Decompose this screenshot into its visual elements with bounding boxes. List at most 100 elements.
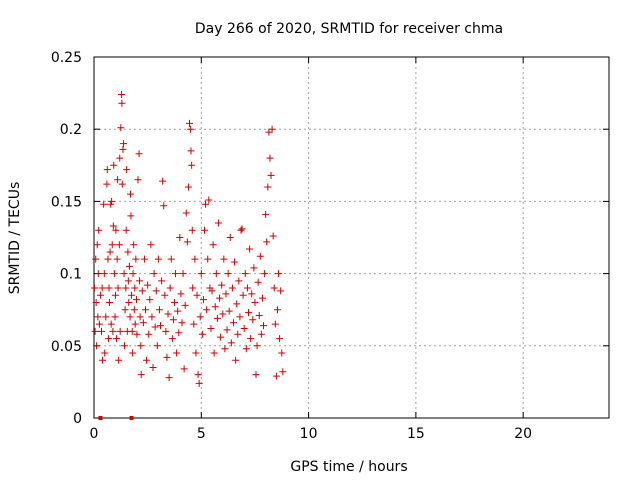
data-point	[275, 270, 283, 278]
data-point	[273, 306, 281, 314]
data-point	[96, 291, 104, 299]
data-point	[208, 287, 216, 295]
data-point	[126, 190, 134, 198]
data-point	[105, 284, 113, 292]
data-point	[138, 287, 146, 295]
data-point	[132, 255, 140, 263]
data-point	[220, 255, 228, 263]
data-point	[128, 291, 136, 299]
data-point	[210, 349, 218, 357]
data-point	[170, 298, 178, 306]
data-point	[111, 313, 119, 321]
data-point	[185, 119, 193, 127]
data-point	[249, 316, 257, 324]
data-point	[103, 180, 111, 188]
data-point	[258, 294, 266, 302]
data-point	[267, 171, 275, 179]
data-point	[120, 270, 128, 278]
x-axis-label: GPS time / hours	[290, 459, 407, 475]
x-tick-label: 10	[300, 426, 318, 442]
data-point	[131, 284, 139, 292]
data-point	[243, 284, 251, 292]
data-point	[135, 150, 143, 158]
data-point	[248, 290, 256, 298]
data-point	[203, 306, 211, 314]
data-point	[272, 372, 280, 380]
data-point	[149, 363, 157, 371]
data-point	[129, 270, 137, 278]
data-point	[251, 298, 259, 306]
axis-marker	[98, 416, 103, 420]
y-tick-label: 0	[73, 411, 82, 427]
data-point	[95, 320, 103, 328]
data-point	[262, 210, 270, 218]
data-point	[198, 330, 206, 338]
data-point	[101, 349, 109, 357]
data-point	[162, 327, 170, 335]
data-point	[103, 166, 111, 174]
data-point	[167, 255, 175, 263]
data-point	[236, 313, 244, 321]
data-point	[177, 290, 185, 298]
data-point	[279, 368, 287, 376]
data-point	[165, 374, 173, 382]
data-point	[227, 339, 235, 347]
data-point	[118, 180, 126, 188]
data-point	[172, 270, 180, 278]
data-point	[130, 306, 138, 314]
data-point	[108, 197, 116, 205]
data-point	[163, 353, 171, 361]
data-point	[128, 327, 136, 335]
data-point	[192, 349, 200, 357]
data-point	[150, 270, 158, 278]
y-tick-label: 0.15	[51, 194, 82, 210]
data-point	[238, 225, 246, 233]
data-point	[253, 342, 261, 350]
data-point	[130, 241, 138, 249]
data-point	[102, 313, 110, 321]
data-point	[154, 255, 162, 263]
data-point	[181, 301, 189, 309]
data-point	[107, 200, 115, 208]
data-point	[90, 284, 98, 292]
data-point	[158, 277, 166, 285]
data-point	[113, 335, 121, 343]
data-point	[109, 222, 117, 230]
data-point	[144, 281, 152, 289]
data-point	[175, 329, 183, 337]
data-point	[125, 262, 133, 270]
data-point	[239, 291, 247, 299]
data-point	[226, 234, 234, 241]
data-point	[213, 314, 221, 322]
data-point	[114, 176, 122, 184]
data-point	[122, 226, 130, 234]
data-point	[98, 327, 106, 335]
data-point	[187, 147, 195, 155]
data-point	[145, 330, 153, 338]
grid	[94, 57, 609, 418]
ticks: 0 5 10 15 20 0 0.05 0.1 0.15 0.2 0.25	[51, 50, 609, 442]
y-tick-label: 0.25	[51, 50, 82, 66]
data-point	[169, 316, 177, 324]
y-tick-label: 0.1	[60, 267, 82, 283]
data-point	[214, 219, 222, 227]
plot-frame	[93, 56, 610, 419]
axis-marker	[129, 416, 134, 420]
data-point	[199, 296, 207, 304]
data-point	[99, 356, 107, 364]
data-point	[93, 241, 101, 249]
data-point	[261, 270, 269, 278]
data-point	[159, 177, 167, 185]
data-point	[108, 241, 116, 249]
y-tick-label: 0.2	[60, 122, 82, 138]
data-point	[91, 327, 99, 335]
data-point	[92, 255, 100, 263]
data-point	[127, 212, 135, 220]
data-point	[123, 166, 131, 174]
data-point	[94, 270, 102, 278]
data-point	[250, 264, 258, 272]
data-point	[207, 324, 215, 332]
data-point	[182, 209, 190, 217]
data-point	[193, 291, 201, 299]
